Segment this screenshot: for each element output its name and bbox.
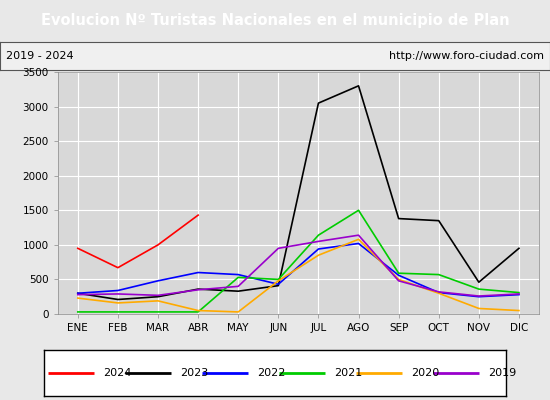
Text: 2023: 2023 <box>180 368 208 378</box>
Text: 2019: 2019 <box>488 368 516 378</box>
Text: 2021: 2021 <box>334 368 362 378</box>
Text: 2020: 2020 <box>411 368 439 378</box>
Text: Evolucion Nº Turistas Nacionales en el municipio de Plan: Evolucion Nº Turistas Nacionales en el m… <box>41 14 509 28</box>
Text: 2022: 2022 <box>257 368 285 378</box>
Text: 2024: 2024 <box>103 368 131 378</box>
Text: http://www.foro-ciudad.com: http://www.foro-ciudad.com <box>389 51 544 61</box>
Text: 2019 - 2024: 2019 - 2024 <box>6 51 73 61</box>
